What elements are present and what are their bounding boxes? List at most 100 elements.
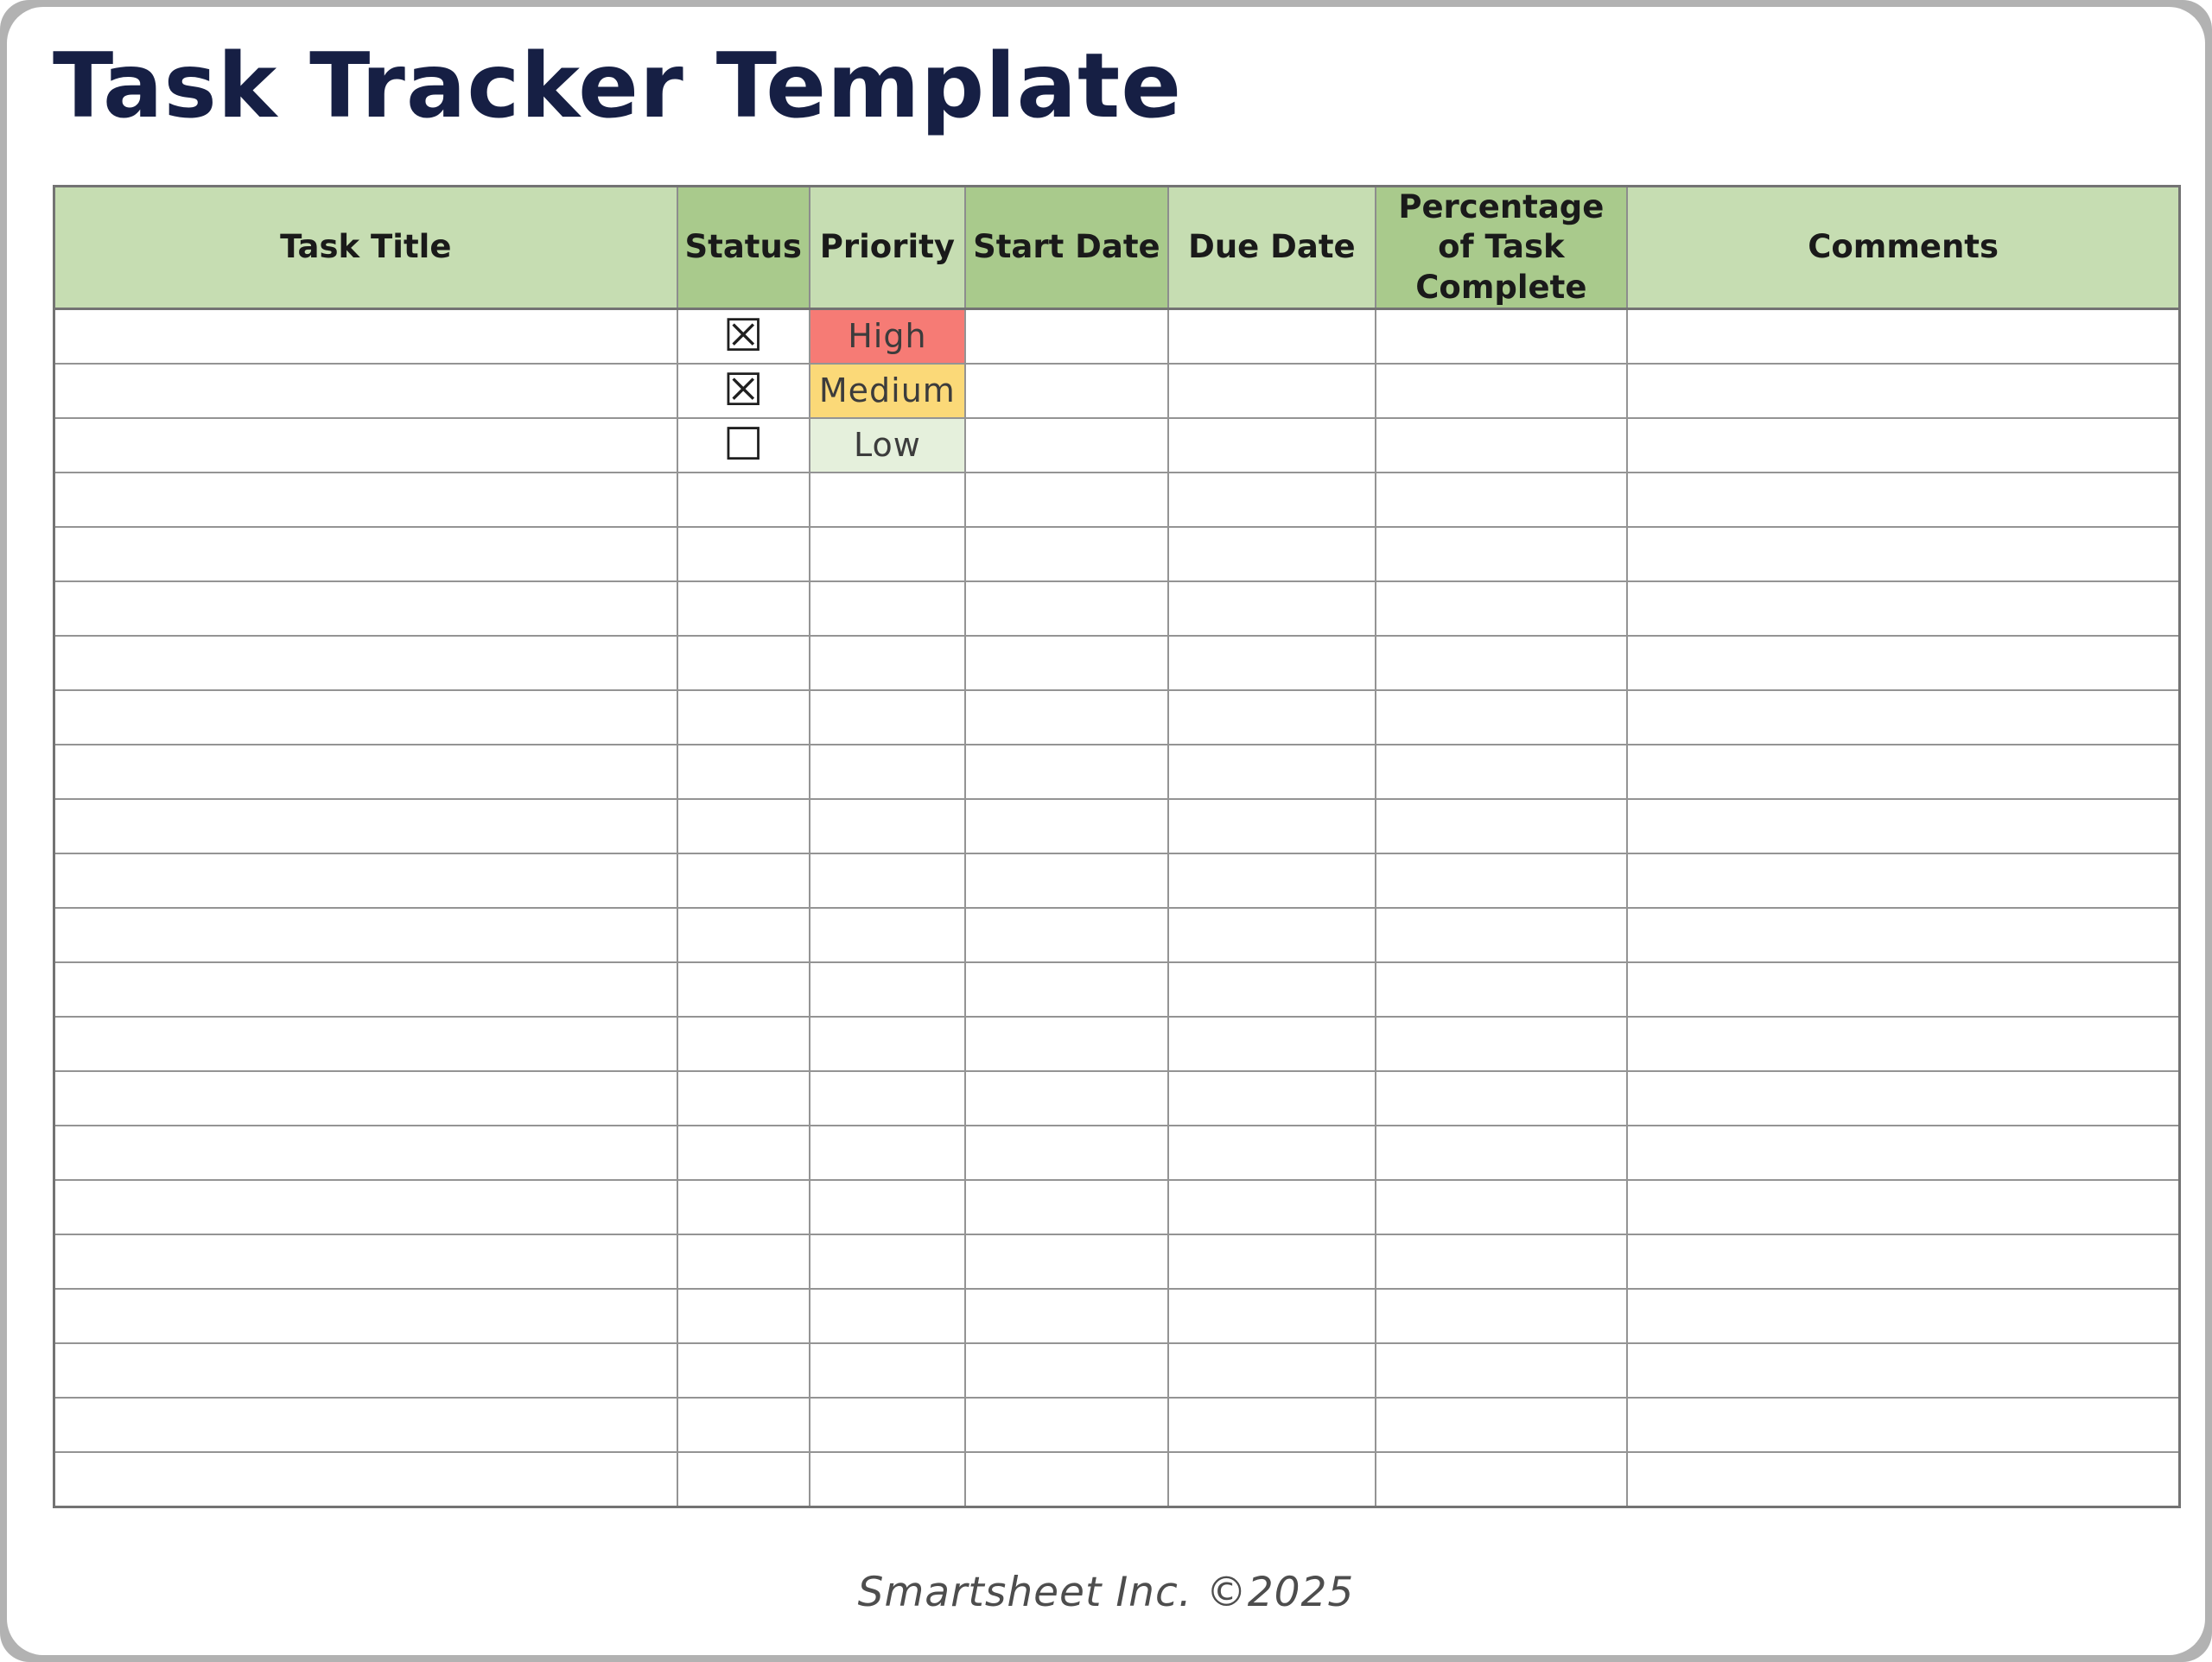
cell-due-date[interactable] (1166, 1396, 1376, 1453)
cell-due-date[interactable] (1166, 1233, 1376, 1290)
cell-pct-complete[interactable] (1374, 743, 1628, 800)
cell-task-title[interactable] (53, 1124, 678, 1181)
cell-due-date[interactable] (1166, 362, 1376, 419)
checkbox-unchecked-icon[interactable]: ☐ (722, 419, 764, 472)
cell-start-date[interactable] (963, 580, 1169, 637)
cell-priority[interactable] (808, 580, 966, 637)
checkbox-checked-icon[interactable]: ☒ (722, 310, 764, 363)
cell-start-date[interactable] (963, 308, 1169, 365)
cell-due-date[interactable] (1166, 416, 1376, 473)
checkbox-checked-icon[interactable]: ☒ (722, 365, 764, 417)
cell-task-title[interactable] (53, 1233, 678, 1290)
cell-task-title[interactable] (53, 1287, 678, 1344)
cell-task-title[interactable] (53, 1450, 678, 1508)
cell-priority[interactable] (808, 1287, 966, 1344)
cell-start-date[interactable] (963, 852, 1169, 909)
cell-comments[interactable] (1625, 688, 2181, 745)
cell-task-title[interactable] (53, 416, 678, 473)
cell-pct-complete[interactable] (1374, 906, 1628, 963)
cell-due-date[interactable] (1166, 906, 1376, 963)
cell-task-title[interactable] (53, 362, 678, 419)
cell-start-date[interactable] (963, 1178, 1169, 1235)
cell-pct-complete[interactable] (1374, 1450, 1628, 1508)
cell-start-date[interactable] (963, 362, 1169, 419)
cell-task-title[interactable] (53, 580, 678, 637)
priority-cell-high[interactable]: High (808, 308, 966, 365)
cell-pct-complete[interactable] (1374, 852, 1628, 909)
cell-due-date[interactable] (1166, 580, 1376, 637)
cell-priority[interactable] (808, 1450, 966, 1508)
cell-status[interactable] (676, 580, 810, 637)
cell-start-date[interactable] (963, 1124, 1169, 1181)
cell-pct-complete[interactable] (1374, 1396, 1628, 1453)
cell-pct-complete[interactable] (1374, 362, 1628, 419)
cell-comments[interactable] (1625, 1396, 2181, 1453)
cell-status[interactable] (676, 634, 810, 691)
cell-start-date[interactable] (963, 961, 1169, 1018)
cell-due-date[interactable] (1166, 1069, 1376, 1126)
cell-task-title[interactable] (53, 961, 678, 1018)
cell-task-title[interactable] (53, 1069, 678, 1126)
cell-start-date[interactable] (963, 1396, 1169, 1453)
cell-status[interactable] (676, 1450, 810, 1508)
cell-task-title[interactable] (53, 308, 678, 365)
cell-start-date[interactable] (963, 634, 1169, 691)
cell-status[interactable] (676, 525, 810, 582)
cell-comments[interactable] (1625, 1015, 2181, 1072)
cell-start-date[interactable] (963, 1069, 1169, 1126)
cell-task-title[interactable] (53, 1015, 678, 1072)
cell-start-date[interactable] (963, 688, 1169, 745)
cell-priority[interactable] (808, 852, 966, 909)
cell-status[interactable] (676, 1178, 810, 1235)
cell-pct-complete[interactable] (1374, 308, 1628, 365)
cell-status[interactable] (676, 961, 810, 1018)
cell-comments[interactable] (1625, 634, 2181, 691)
cell-due-date[interactable] (1166, 1178, 1376, 1235)
cell-pct-complete[interactable] (1374, 1287, 1628, 1344)
cell-start-date[interactable] (963, 525, 1169, 582)
cell-priority[interactable] (808, 1396, 966, 1453)
cell-due-date[interactable] (1166, 961, 1376, 1018)
cell-pct-complete[interactable] (1374, 961, 1628, 1018)
cell-comments[interactable] (1625, 1124, 2181, 1181)
cell-task-title[interactable] (53, 688, 678, 745)
cell-comments[interactable] (1625, 1233, 2181, 1290)
cell-priority[interactable] (808, 1124, 966, 1181)
cell-status[interactable] (676, 906, 810, 963)
cell-priority[interactable] (808, 525, 966, 582)
cell-start-date[interactable] (963, 416, 1169, 473)
cell-task-title[interactable] (53, 1178, 678, 1235)
cell-pct-complete[interactable] (1374, 1342, 1628, 1399)
cell-status[interactable] (676, 1124, 810, 1181)
cell-start-date[interactable] (963, 906, 1169, 963)
cell-start-date[interactable] (963, 1015, 1169, 1072)
cell-comments[interactable] (1625, 906, 2181, 963)
cell-start-date[interactable] (963, 1233, 1169, 1290)
cell-due-date[interactable] (1166, 471, 1376, 528)
cell-status[interactable] (676, 1287, 810, 1344)
cell-priority[interactable] (808, 634, 966, 691)
cell-priority[interactable] (808, 743, 966, 800)
cell-pct-complete[interactable] (1374, 525, 1628, 582)
cell-status[interactable]: ☐ (676, 416, 810, 473)
cell-start-date[interactable] (963, 797, 1169, 854)
cell-status[interactable]: ☒ (676, 308, 810, 365)
cell-due-date[interactable] (1166, 688, 1376, 745)
cell-pct-complete[interactable] (1374, 471, 1628, 528)
cell-task-title[interactable] (53, 852, 678, 909)
cell-status[interactable] (676, 688, 810, 745)
cell-pct-complete[interactable] (1374, 580, 1628, 637)
cell-comments[interactable] (1625, 580, 2181, 637)
cell-task-title[interactable] (53, 1342, 678, 1399)
cell-pct-complete[interactable] (1374, 797, 1628, 854)
cell-comments[interactable] (1625, 743, 2181, 800)
cell-task-title[interactable] (53, 525, 678, 582)
cell-priority[interactable] (808, 688, 966, 745)
cell-comments[interactable] (1625, 1450, 2181, 1508)
cell-due-date[interactable] (1166, 1450, 1376, 1508)
cell-comments[interactable] (1625, 362, 2181, 419)
cell-status[interactable] (676, 743, 810, 800)
cell-comments[interactable] (1625, 416, 2181, 473)
cell-due-date[interactable] (1166, 634, 1376, 691)
cell-pct-complete[interactable] (1374, 1069, 1628, 1126)
